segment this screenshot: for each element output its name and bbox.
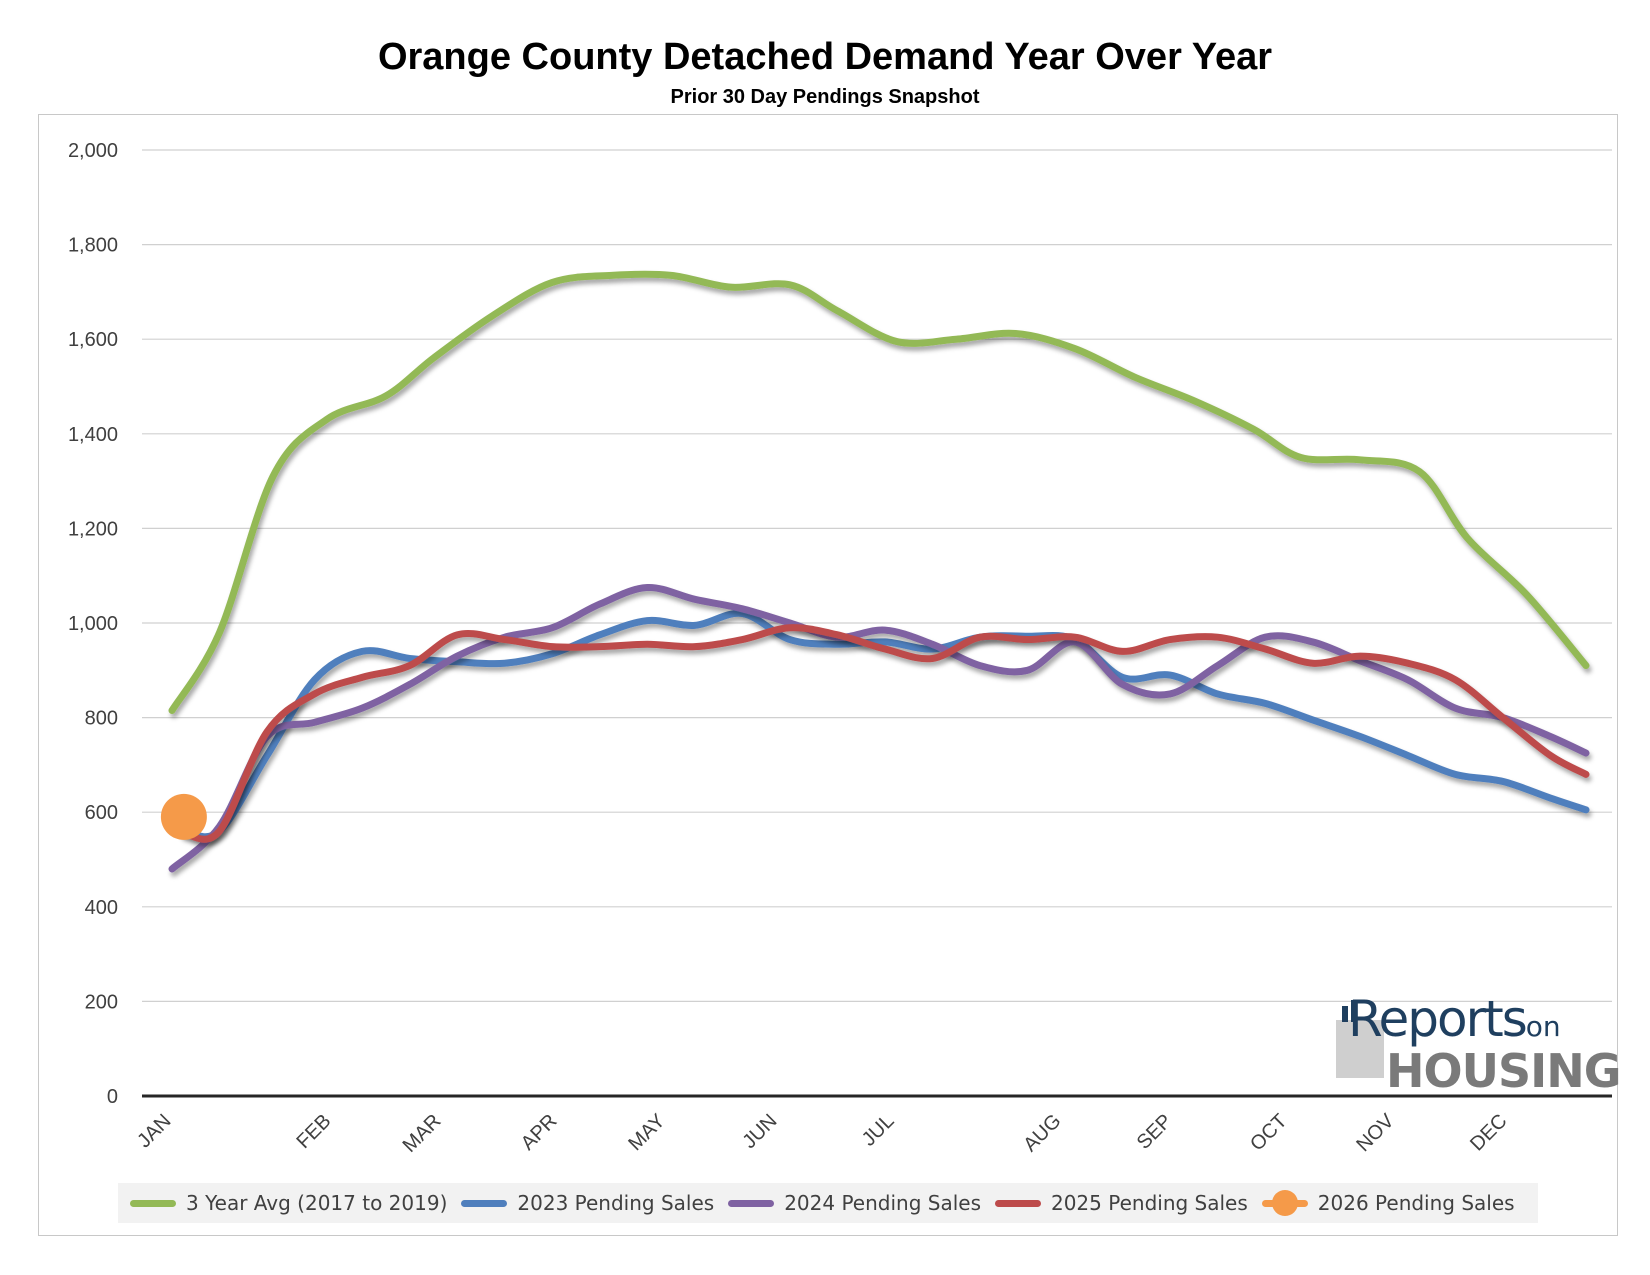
y-tick-label: 1,000	[68, 613, 118, 635]
legend-swatch	[461, 1199, 508, 1207]
y-tick-label: 1,800	[68, 235, 118, 257]
legend-swatch	[994, 1199, 1041, 1207]
legend-swatch	[130, 1199, 176, 1207]
chart-title: Orange County Detached Demand Year Over …	[377, 36, 1273, 78]
x-tick-label: APR	[517, 1110, 562, 1155]
series-line	[180, 624, 1590, 843]
reports-on-housing-logo: Reportson HOUSING	[1336, 990, 1621, 1098]
logo-word-on: on	[1525, 1010, 1561, 1043]
y-tick-label: 1,600	[68, 329, 118, 351]
logo-word-reports: Reportson	[1348, 990, 1561, 1048]
x-tick-label: SEP	[1133, 1110, 1177, 1154]
legend-swatch	[1261, 1189, 1308, 1216]
logo-block	[1336, 1020, 1384, 1078]
legend-item: 3 Year Avg (2017 to 2019)	[130, 1191, 447, 1215]
legend-item: 2023 Pending Sales	[461, 1191, 714, 1215]
x-tick-label: MAY	[624, 1110, 669, 1155]
y-tick-label: 400	[85, 897, 118, 919]
legend-item: 2025 Pending Sales	[994, 1191, 1248, 1215]
x-tick-label: JUL	[858, 1110, 899, 1151]
series-line	[168, 270, 1590, 715]
logo-word-housing: HOUSING	[1386, 1044, 1621, 1098]
series-line	[180, 609, 1590, 841]
y-tick-label: 800	[85, 708, 118, 730]
x-tick-label: OCT	[1246, 1110, 1291, 1155]
legend-swatch	[728, 1199, 775, 1207]
legend-label: 2026 Pending Sales	[1317, 1191, 1515, 1215]
gridlines	[142, 149, 1612, 1098]
legend-label: 3 Year Avg (2017 to 2019)	[186, 1191, 448, 1215]
x-tick-label: JAN	[133, 1110, 175, 1152]
chart-legend: 3 Year Avg (2017 to 2019) 2023 Pending Sa…	[118, 1183, 1538, 1223]
legend-item: 2024 Pending Sales	[728, 1191, 981, 1215]
chart-frame	[38, 114, 1618, 1236]
x-tick-label: NOV	[1352, 1110, 1399, 1157]
legend-label: 2024 Pending Sales	[784, 1191, 981, 1215]
y-tick-label: 200	[85, 991, 118, 1013]
x-tick-label: FEB	[292, 1110, 335, 1153]
y-tick-label: 1,400	[68, 424, 118, 446]
x-tick-label: DEC	[1466, 1110, 1511, 1155]
series-lines	[160, 270, 1590, 873]
x-axis-ticks: JAN FEB MAR APR MAY JUN JUL AUG SEP OCT NOV DEC	[133, 1110, 1511, 1157]
y-axis-ticks: 0 200 400 600 800 1,000 1,200 1,400 1,600 1,800 2,…	[68, 140, 118, 1108]
legend-item: 2026 Pending Sales	[1261, 1189, 1515, 1216]
y-tick-label: 2,000	[68, 140, 118, 162]
chart-subtitle: Prior 30 Day Pendings Snapshot	[670, 86, 980, 108]
x-tick-label: JUN	[738, 1110, 781, 1153]
x-tick-label: AUG	[1019, 1110, 1065, 1156]
y-tick-label: 1,200	[68, 518, 118, 540]
series-line	[168, 584, 1590, 873]
y-tick-label: 600	[85, 802, 118, 824]
series-point-2026	[160, 793, 207, 840]
x-tick-label: MAR	[399, 1110, 446, 1157]
legend-label: 2023 Pending Sales	[517, 1191, 715, 1215]
y-tick-label: 0	[107, 1086, 118, 1108]
legend-label: 2025 Pending Sales	[1050, 1191, 1248, 1215]
